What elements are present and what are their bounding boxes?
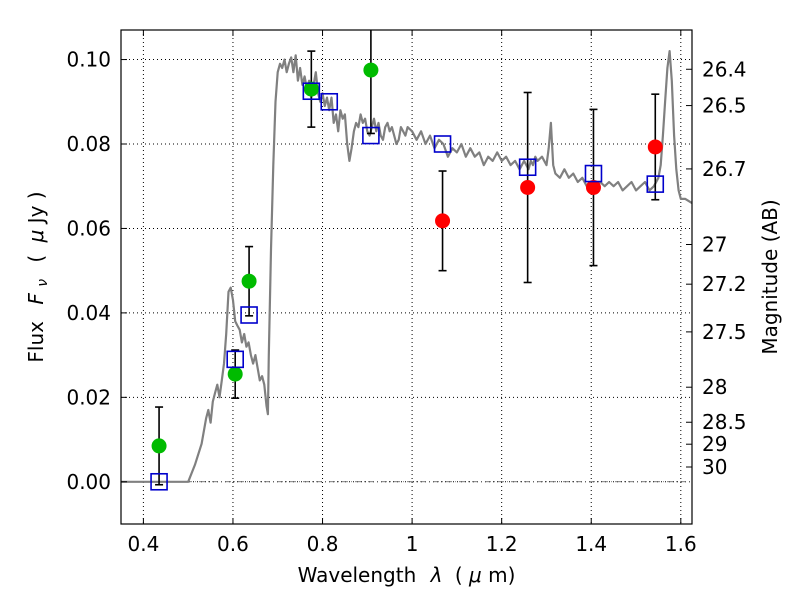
x-axis-label-prefix: Wavelength xyxy=(298,563,417,587)
y-axis-label-prefix: Flux xyxy=(24,321,48,363)
plot-layer xyxy=(121,30,692,491)
y-axis-label-subscript: ν xyxy=(35,279,51,287)
y-tick-label: 0.06 xyxy=(66,216,111,240)
synthetic-photometry-point xyxy=(226,350,244,369)
y-axis-label-unit-open: ( xyxy=(24,255,48,263)
green-data-point xyxy=(241,273,257,289)
synthetic-photometry-point xyxy=(584,164,603,183)
green-data-point xyxy=(363,62,379,78)
synthetic-photometry-point xyxy=(302,82,321,101)
x-axis-label-unit-mu: μ xyxy=(468,563,482,587)
x-tick-label: 0.4 xyxy=(127,532,159,556)
x-tick-label: 1.6 xyxy=(665,532,697,556)
synthetic-photometry-point xyxy=(240,306,258,324)
x-tick-label: 0.8 xyxy=(307,532,339,556)
y-tick-label: 0.10 xyxy=(66,48,111,72)
y-tick-label: 0.00 xyxy=(66,470,111,494)
right-tick-label: 29 xyxy=(702,432,727,456)
synthetic-photometry-point xyxy=(433,135,452,153)
synthetic-photometry-point xyxy=(518,158,537,177)
x-tick-label: 1.4 xyxy=(575,532,607,556)
green-data-point xyxy=(151,438,167,454)
x-tick-label: 1.2 xyxy=(486,532,518,556)
synthetic-photometry-point xyxy=(646,175,665,193)
x-axis-label-unit-open: ( xyxy=(455,563,463,587)
red-data-point xyxy=(435,213,451,229)
right-tick-label: 30 xyxy=(702,455,727,479)
x-tick-label: 1 xyxy=(406,532,419,556)
y-tick-label: 0.02 xyxy=(66,385,111,409)
x-tick-label: 0.6 xyxy=(217,532,249,556)
right-tick-label: 26.5 xyxy=(702,94,747,118)
red-data-point xyxy=(585,179,601,195)
red-data-point xyxy=(520,179,536,195)
y-tick-label: 0.08 xyxy=(66,132,111,156)
synthetic-photometry-point xyxy=(362,126,380,145)
x-axis-label: Wavelength λ ( μ m) xyxy=(298,563,516,587)
synthetic-photometry-point xyxy=(150,472,168,491)
x-axis-label-symbol: λ xyxy=(430,563,443,587)
green-data-point xyxy=(303,81,319,97)
synthetic-photometry-point xyxy=(320,92,339,111)
x-axis-label-unit-rest: m) xyxy=(488,563,515,587)
axis-layer: 0.4 0.6 0.8 1 1.2 1.4 1.6 0.00 0.02 0.04 0.06 0.08 0… xyxy=(66,30,747,556)
right-tick-label: 26.7 xyxy=(702,157,747,181)
y-tick-label: 0.04 xyxy=(66,301,111,325)
red-data-point xyxy=(647,139,663,155)
right-tick-label: 28.5 xyxy=(702,410,747,434)
model-spectrum-line xyxy=(121,50,692,483)
right-tick-label: 28 xyxy=(702,375,727,399)
grid-layer xyxy=(121,30,692,524)
y-axis-label-unit-rest: Jy ) xyxy=(24,191,48,225)
plot-frame xyxy=(120,29,693,525)
right-tick-label: 27.5 xyxy=(702,320,747,344)
right-axis-label: Magnitude (AB) xyxy=(758,199,782,354)
right-tick-label: 27.2 xyxy=(702,272,747,296)
right-tick-label: 27 xyxy=(702,232,727,256)
y-axis-label-unit-mu: μ xyxy=(24,230,48,244)
right-tick-label: 26.4 xyxy=(702,57,747,81)
green-data-point xyxy=(227,366,243,382)
y-axis-label: Flux F ν ( μ Jy ) xyxy=(24,191,52,362)
y-axis-label-F: F xyxy=(24,293,48,305)
